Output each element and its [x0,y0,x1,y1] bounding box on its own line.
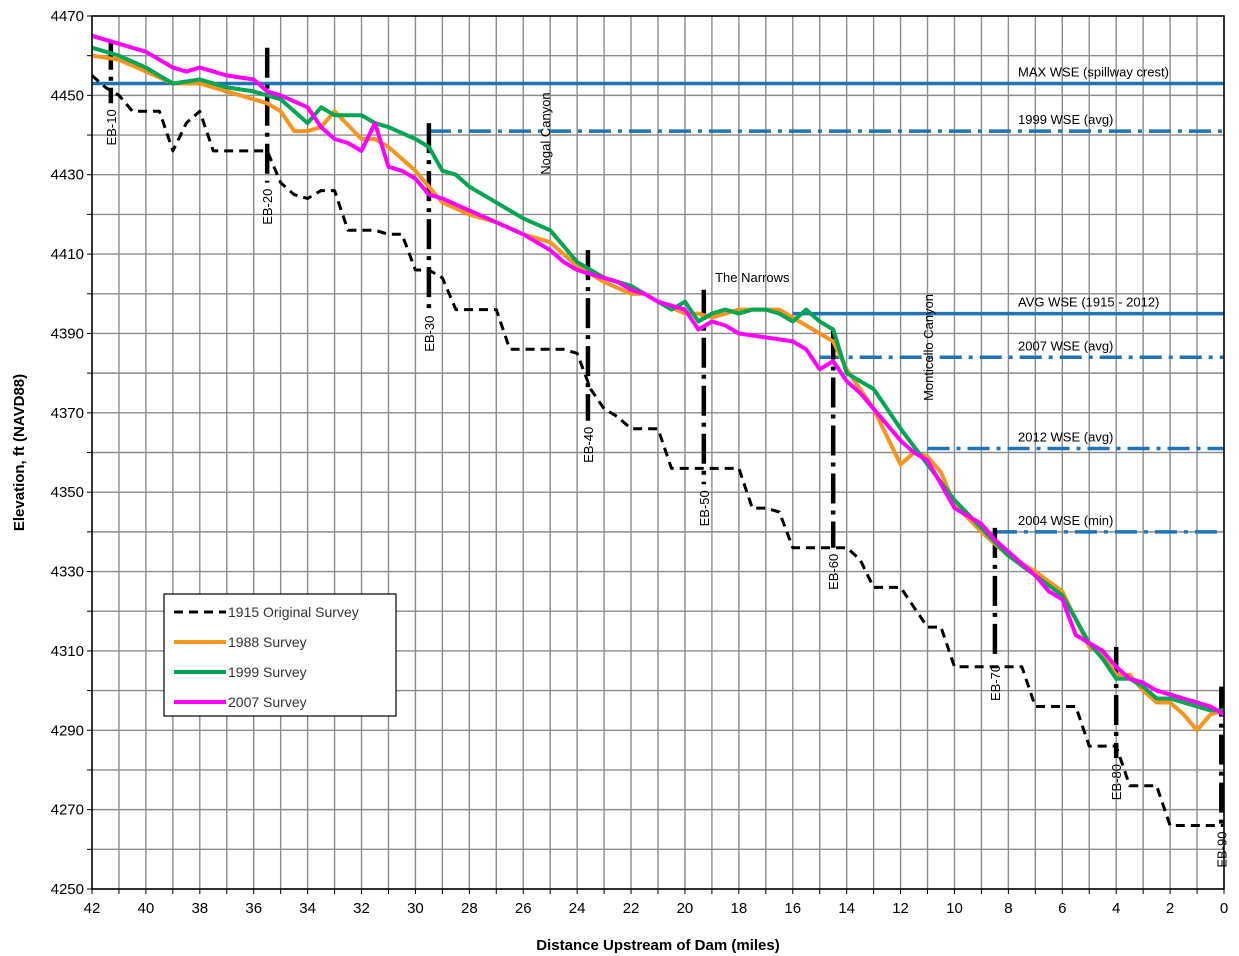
legend-entry: 1988 Survey [228,634,307,650]
x-tick-label: 42 [84,900,101,917]
x-tick-label: 18 [731,900,748,917]
x-tick-label: 8 [1004,900,1012,917]
y-tick-label: 4310 [51,643,84,660]
reference-line-label: 2004 WSE (min) [1018,513,1113,528]
legend-entry: 1915 Original Survey [228,604,359,620]
x-tick-label: 22 [623,900,640,917]
range-line-label: EB-40 [581,427,596,463]
legend-entry: 1999 Survey [228,664,307,680]
y-tick-label: 4270 [51,802,84,819]
range-line-label: EB-90 [1214,832,1229,868]
x-tick-label: 16 [784,900,801,917]
y-tick-label: 4410 [51,246,84,263]
series-lines [91,33,1226,827]
y-tick-label: 4250 [51,881,84,898]
y-tick-label: 4390 [51,325,84,342]
range-line-label: EB-50 [697,490,712,526]
annotations: Nogal Canyon The Narrows Monticello Canyon [538,92,936,401]
reference-line-label: 1999 WSE (avg) [1018,112,1113,127]
x-tick-label: 38 [191,900,208,917]
x-tick-label: 26 [515,900,532,917]
reference-line-label: 2012 WSE (avg) [1018,430,1113,445]
x-tick-label: 14 [838,900,855,917]
legend-entry: 2007 Survey [228,694,307,710]
y-tick-label: 4430 [51,167,84,184]
x-tick-label: 30 [407,900,424,917]
range-line-label: EB-70 [988,665,1003,701]
annotation-label: Nogal Canyon [538,92,553,174]
range-lines: EB-10 EB-20 EB-30 EB-40 EB-50 EB-60 EB-70 EB-80… [104,39,1229,868]
y-tick-label: 4350 [51,484,84,501]
annotation-label: Monticello Canyon [921,294,936,401]
plot-frame [91,15,1225,890]
reference-line-label: AVG WSE (1915 - 2012) [1018,295,1159,310]
x-tick-label: 32 [353,900,370,917]
y-tick-label: 4290 [51,722,84,739]
x-tick-label: 24 [569,900,586,917]
range-line-label: EB-60 [826,554,841,590]
x-tick-label: 20 [677,900,694,917]
x-tick-label: 10 [946,900,963,917]
x-tick-label: 28 [461,900,478,917]
y-tick-label: 4450 [51,87,84,104]
x-tick-label: 6 [1058,900,1066,917]
reference-lines: MAX WSE (spillway crest) 1999 WSE (avg) AV… [92,64,1224,534]
y-tick-label: 4370 [51,405,84,422]
grid-lines [91,15,1225,890]
range-line-label: EB-10 [104,109,119,145]
series-line [91,45,1224,713]
x-axis-label: Distance Upstream of Dam (miles) [536,937,779,954]
reference-line-label: 2007 WSE (avg) [1018,338,1113,353]
y-axis-label: Elevation, ft (NAVD88) [11,374,28,531]
range-line-label: EB-80 [1109,764,1124,800]
x-tick-label: 0 [1220,900,1228,917]
annotation-label: The Narrows [715,270,790,285]
range-line-label: EB-30 [422,316,437,352]
x-tick-label: 40 [138,900,155,917]
series-line [91,74,1224,827]
x-tick-label: 2 [1166,900,1174,917]
y-tick-label: 4470 [51,8,84,25]
series-line [91,33,1226,717]
legend: 1915 Original Survey 1988 Survey 1999 Surv… [163,593,397,717]
y-tick-label: 4330 [51,564,84,581]
range-line-label: EB-20 [260,189,275,225]
axes: 42 40 38 36 34 32 30 28 26 24 22 20 18 16 14 12 10 8 6 4 2 04… [51,8,1229,917]
reference-line-label: MAX WSE (spillway crest) [1018,64,1169,79]
x-tick-label: 34 [299,900,316,917]
legend-box [163,593,397,717]
x-tick-label: 4 [1112,900,1120,917]
x-tick-label: 36 [245,900,262,917]
x-tick-label: 12 [892,900,909,917]
